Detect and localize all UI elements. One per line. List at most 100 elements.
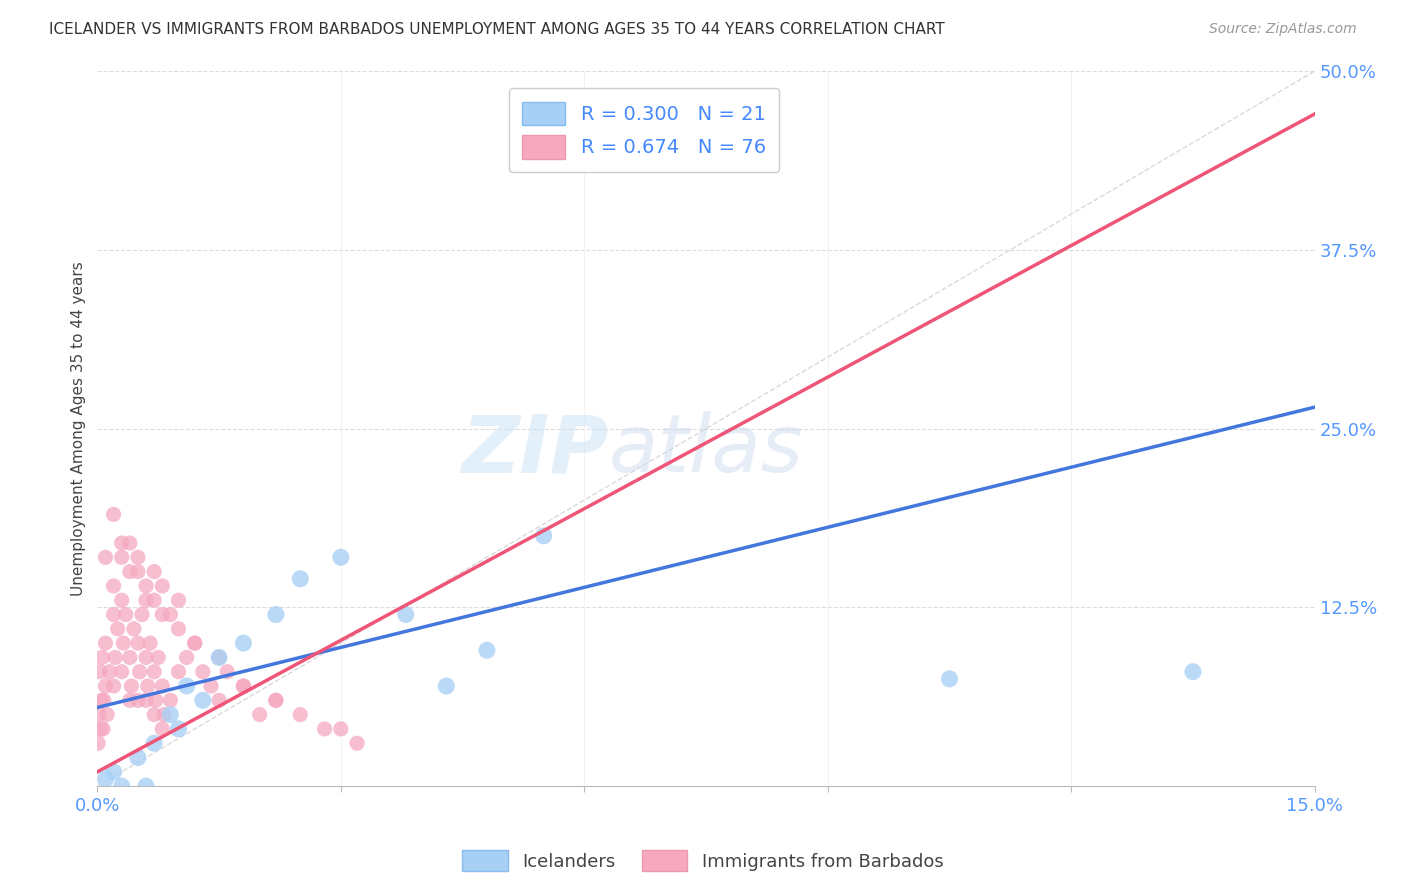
Point	[90, 693, 112, 707]
Point	[184, 636, 207, 650]
Point	[208, 650, 231, 665]
Point	[127, 565, 149, 579]
Point	[127, 693, 149, 707]
Point	[191, 665, 214, 679]
Point	[103, 679, 125, 693]
Point	[150, 579, 173, 593]
Point	[114, 607, 136, 622]
Point	[139, 636, 162, 650]
Point	[122, 622, 145, 636]
Point	[346, 736, 368, 750]
Point	[127, 636, 149, 650]
Legend: Icelanders, Immigrants from Barbados: Icelanders, Immigrants from Barbados	[456, 843, 950, 879]
Point	[232, 636, 254, 650]
Point	[136, 679, 159, 693]
Point	[131, 607, 153, 622]
Point	[94, 636, 117, 650]
Legend: R = 0.300   N = 21, R = 0.674   N = 76: R = 0.300 N = 21, R = 0.674 N = 76	[509, 88, 779, 172]
Point	[93, 693, 115, 707]
Point	[159, 707, 181, 722]
Point	[96, 707, 118, 722]
Point	[91, 650, 114, 665]
Text: atlas: atlas	[609, 411, 803, 489]
Point	[103, 607, 125, 622]
Point	[135, 593, 157, 607]
Point	[191, 693, 214, 707]
Point	[145, 693, 167, 707]
Point	[249, 707, 271, 722]
Text: ZIP: ZIP	[461, 411, 609, 489]
Point	[290, 572, 312, 586]
Point	[176, 679, 198, 693]
Point	[153, 707, 176, 722]
Text: ICELANDER VS IMMIGRANTS FROM BARBADOS UNEMPLOYMENT AMONG AGES 35 TO 44 YEARS COR: ICELANDER VS IMMIGRANTS FROM BARBADOS UN…	[49, 22, 945, 37]
Point	[103, 579, 125, 593]
Point	[290, 707, 312, 722]
Point	[91, 722, 114, 736]
Point	[264, 693, 287, 707]
Point	[475, 643, 498, 657]
Point	[264, 693, 287, 707]
Point	[395, 607, 418, 622]
Point	[135, 779, 157, 793]
Point	[159, 607, 181, 622]
Point	[118, 565, 141, 579]
Point	[127, 550, 149, 565]
Point	[159, 693, 181, 707]
Point	[533, 529, 555, 543]
Point	[118, 650, 141, 665]
Point	[150, 679, 173, 693]
Point	[98, 665, 121, 679]
Point	[208, 693, 231, 707]
Point	[120, 679, 142, 693]
Point	[89, 665, 111, 679]
Point	[434, 679, 457, 693]
Point	[143, 565, 166, 579]
Point	[208, 650, 231, 665]
Point	[329, 722, 352, 736]
Point	[127, 750, 149, 764]
Point	[176, 650, 198, 665]
Point	[111, 593, 134, 607]
Point	[167, 722, 190, 736]
Point	[112, 636, 135, 650]
Point	[90, 722, 112, 736]
Point	[118, 693, 141, 707]
Point	[94, 772, 117, 786]
Point	[143, 593, 166, 607]
Point	[107, 622, 129, 636]
Point	[217, 665, 239, 679]
Point	[143, 707, 166, 722]
Text: Source: ZipAtlas.com: Source: ZipAtlas.com	[1209, 22, 1357, 37]
Point	[128, 665, 150, 679]
Point	[135, 693, 157, 707]
Point	[232, 679, 254, 693]
Point	[87, 736, 110, 750]
Point	[329, 550, 352, 565]
Point	[118, 536, 141, 550]
Point	[232, 679, 254, 693]
Point	[143, 736, 166, 750]
Point	[111, 550, 134, 565]
Point	[150, 722, 173, 736]
Point	[87, 707, 110, 722]
Point	[111, 536, 134, 550]
Point	[938, 672, 960, 686]
Point	[167, 593, 190, 607]
Point	[103, 508, 125, 522]
Point	[143, 665, 166, 679]
Point	[148, 650, 170, 665]
Point	[200, 679, 222, 693]
Point	[167, 622, 190, 636]
Point	[1181, 665, 1204, 679]
Point	[184, 636, 207, 650]
Point	[103, 764, 125, 779]
Y-axis label: Unemployment Among Ages 35 to 44 years: Unemployment Among Ages 35 to 44 years	[72, 261, 86, 596]
Point	[150, 607, 173, 622]
Point	[94, 679, 117, 693]
Point	[135, 650, 157, 665]
Point	[94, 550, 117, 565]
Point	[264, 607, 287, 622]
Point	[167, 665, 190, 679]
Point	[111, 779, 134, 793]
